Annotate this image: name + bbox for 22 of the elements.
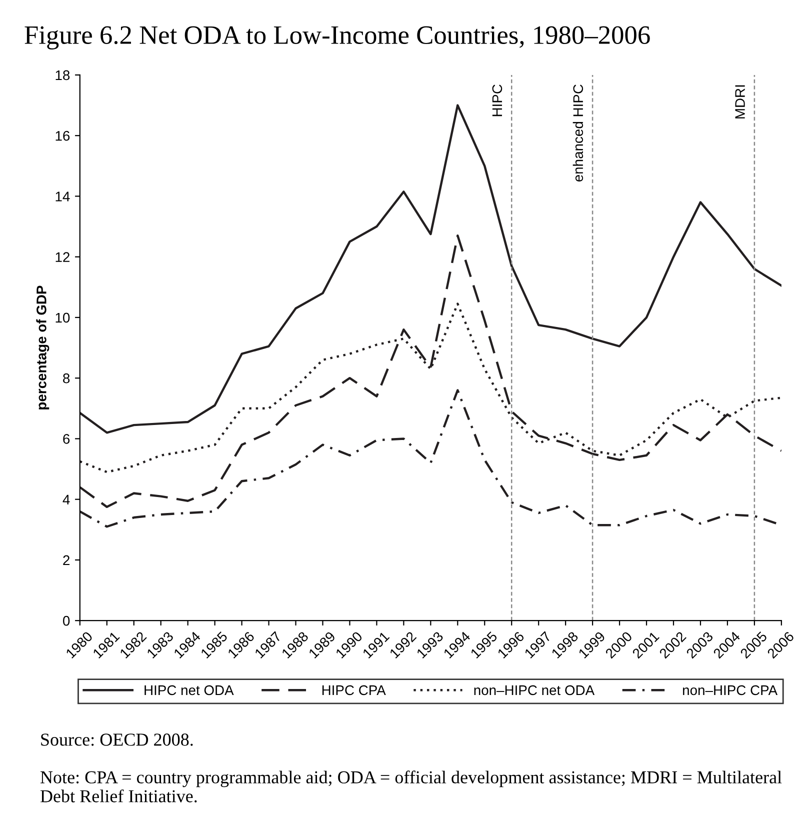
y-tick-label: 8 (63, 373, 70, 384)
y-tick-label: 4 (62, 494, 70, 504)
source-note: Source: OECD 2008. (41, 734, 193, 746)
ref-line-label: HIPC (492, 84, 502, 116)
chart-title: Figure 6.2 Net ODA to Low-Income Countries, 1980–2006 (24, 26, 650, 50)
y-tick-label: 2 (63, 555, 70, 565)
legend-label: HIPC CPA (322, 685, 386, 696)
y-tick-label: 14 (56, 192, 70, 202)
y-tick-label: 12 (56, 252, 70, 262)
y-tick-label: 6 (63, 434, 70, 444)
y-tick-label: 16 (56, 130, 70, 141)
line-series (80, 234, 782, 508)
y-tick-label: 10 (56, 312, 70, 323)
text: Note: CPA = country programmable aid; ODA = official development assistance; MDRI = Multilateral Debt Relief Initiative. (40, 770, 782, 802)
legend-label: non–HIPC CPA (683, 685, 778, 696)
ref-line-label: enhanced HIPC (572, 84, 584, 182)
y-tick-label: 0 (62, 616, 70, 626)
y-tick-label: 18 (56, 70, 70, 80)
y-axis-title: percentage of GDP (36, 286, 50, 410)
legend-label: HIPC net ODA (144, 685, 234, 696)
ref-line-label: MDRI (735, 85, 745, 118)
legend-label: non–HIPC net ODA (474, 685, 595, 696)
